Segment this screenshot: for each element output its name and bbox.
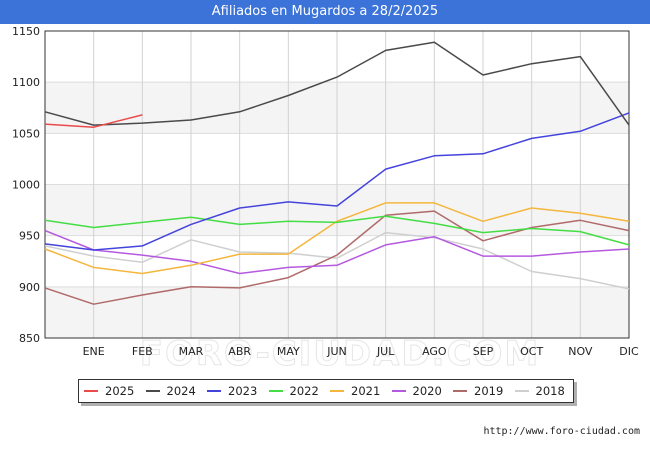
legend-label: 2021 bbox=[351, 384, 381, 398]
legend-label: 2022 bbox=[289, 384, 319, 398]
series-line-2020 bbox=[44, 229, 630, 275]
legend-label: 2024 bbox=[166, 384, 196, 398]
series-line-2022 bbox=[44, 215, 630, 246]
y-tick-label: 1050 bbox=[12, 127, 40, 140]
legend-swatch bbox=[453, 390, 467, 392]
x-tick-label: DIC bbox=[619, 345, 639, 358]
x-tick-label: ENE bbox=[83, 345, 105, 358]
y-tick-label: 1100 bbox=[12, 76, 40, 89]
x-tick-label: MAR bbox=[179, 345, 204, 358]
x-tick-label: JUN bbox=[326, 345, 347, 358]
y-tick-label: 900 bbox=[19, 281, 40, 294]
plot-frame bbox=[44, 30, 630, 339]
legend-swatch bbox=[514, 390, 529, 392]
legend-swatch bbox=[84, 390, 98, 392]
x-tick-label: JUL bbox=[376, 345, 395, 358]
legend-swatch bbox=[145, 390, 160, 392]
legend: 2025 2024 2023 2022 2021 2020 2019 2018 bbox=[78, 379, 574, 403]
legend-swatch bbox=[391, 390, 406, 392]
watermark: FORO-CIUDAD.COM bbox=[140, 334, 541, 370]
chart-title: Afiliados en Mugardos a 28/2/2025 bbox=[0, 0, 650, 24]
x-tick-label: FEB bbox=[132, 345, 153, 358]
y-tick-label: 1150 bbox=[12, 25, 40, 38]
legend-swatch bbox=[330, 390, 344, 392]
series-line-2021 bbox=[44, 202, 630, 275]
series-line-2023 bbox=[44, 112, 630, 251]
y-axis-tick-labels: 850 900 950 1000 1050 1100 1150 bbox=[12, 25, 40, 345]
source-url: http://www.foro-ciudad.com bbox=[483, 426, 640, 437]
y-tick-label: 850 bbox=[19, 332, 40, 345]
legend-label: 2018 bbox=[535, 384, 565, 398]
legend-label: 2023 bbox=[228, 384, 258, 398]
y-tick-label: 950 bbox=[19, 230, 40, 243]
legend-label: 2020 bbox=[412, 384, 442, 398]
series-lines bbox=[44, 41, 630, 305]
x-axis-tick-labels: ENE FEB MAR ABR MAY JUN JUL AGO SEP OCT NOV DIC bbox=[83, 345, 639, 358]
legend-label: 2025 bbox=[105, 384, 135, 398]
line-chart: FORO-CIUDAD.COM 850 900 950 1000 1050 1100 115… bbox=[12, 25, 639, 370]
series-line-2025 bbox=[44, 114, 143, 128]
x-tick-label: NOV bbox=[568, 345, 593, 358]
series-line-2019 bbox=[44, 210, 630, 305]
y-tick-label: 1000 bbox=[12, 179, 40, 192]
x-tick-label: AGO bbox=[422, 345, 447, 358]
series-line-2018 bbox=[44, 231, 630, 290]
legend-swatch bbox=[268, 390, 283, 392]
legend-swatch bbox=[207, 390, 221, 392]
legend-label: 2019 bbox=[474, 384, 504, 398]
x-tick-label: OCT bbox=[520, 345, 543, 358]
series-line-2024 bbox=[44, 41, 630, 126]
x-tick-label: MAY bbox=[277, 345, 300, 358]
x-tick-label: ABR bbox=[228, 345, 251, 358]
x-tick-label: SEP bbox=[473, 345, 494, 358]
